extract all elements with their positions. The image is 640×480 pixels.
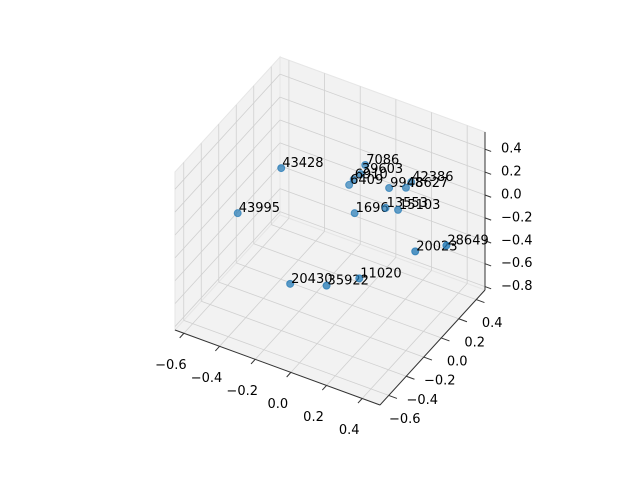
point-label: 6409 (350, 173, 383, 188)
point-label: 7086 (366, 153, 399, 168)
grid-line (201, 300, 407, 377)
grid-line (271, 224, 477, 300)
point (361, 160, 370, 169)
tick-mark (286, 372, 292, 378)
grid-line (254, 244, 361, 360)
grid-line (174, 96, 281, 213)
point-label: 48627 (407, 176, 448, 191)
grid-line (326, 270, 432, 386)
z-tick-label: −0.2 (501, 210, 533, 225)
grid-line (290, 257, 397, 373)
point (411, 247, 420, 256)
y-tick-label: 0.4 (482, 316, 503, 331)
y-tick-label: 0.0 (447, 354, 468, 369)
grid-line (279, 211, 486, 287)
grid-line (279, 188, 486, 265)
tick-mark (484, 217, 492, 221)
point-label: 42386 (412, 170, 453, 185)
tick-mark (423, 356, 433, 361)
y-tick-label: −0.4 (406, 393, 438, 408)
point (350, 209, 359, 218)
grid-line (279, 119, 486, 196)
point (355, 274, 364, 283)
x-tick-label: 0.2 (303, 410, 324, 425)
point (233, 209, 242, 218)
point (385, 184, 394, 193)
z-tick-label: 0.4 (501, 142, 522, 157)
y-tick-label: 0.2 (464, 335, 485, 350)
tick-mark (388, 394, 398, 399)
tick-mark (250, 359, 256, 365)
tick-mark (476, 299, 485, 304)
z-tick-label: 0.0 (501, 187, 522, 202)
z-tick-label: −0.4 (501, 233, 533, 248)
tick-mark (321, 385, 327, 391)
y-tick-label: −0.6 (389, 412, 421, 427)
point-label: 9948 (390, 176, 423, 191)
point (407, 178, 416, 187)
grid-line (219, 231, 325, 347)
point-label: 28649 (447, 233, 488, 248)
grid-line (183, 217, 290, 334)
point-label: 43995 (239, 201, 280, 216)
grid-line (361, 283, 468, 399)
tick-mark (484, 263, 492, 267)
grid-line (279, 165, 486, 242)
point-label: 6910 (355, 167, 388, 182)
grid-line (218, 281, 424, 358)
axis-line (174, 329, 381, 406)
grid-line (174, 73, 281, 190)
point (356, 170, 365, 179)
grid-line (279, 142, 486, 219)
z-tick-label: 0.2 (501, 165, 522, 180)
x-tick-label: −0.6 (155, 358, 187, 373)
grid-line (174, 119, 281, 236)
point (277, 164, 286, 173)
tick-mark (484, 171, 492, 175)
grid-line (236, 262, 442, 339)
tick-mark (179, 332, 185, 339)
grid-line (279, 96, 486, 173)
grid-line (279, 73, 486, 150)
grid-line (174, 165, 281, 282)
point-label: 1696 (356, 201, 389, 216)
grid-line (253, 243, 459, 320)
y-tick-label: −0.2 (424, 374, 456, 389)
tick-mark (406, 375, 415, 380)
z-tick-label: −0.8 (501, 279, 533, 294)
point (345, 180, 354, 189)
x-tick-label: 0.4 (339, 423, 360, 438)
z-tick-label: −0.6 (501, 256, 533, 271)
x-tick-label: 0.0 (268, 397, 289, 412)
point-label: 39603 (362, 162, 403, 177)
grid-line (183, 320, 389, 396)
point (381, 203, 390, 212)
point (401, 183, 410, 192)
point (394, 205, 403, 214)
x-tick-label: −0.4 (191, 371, 223, 386)
tick-mark (458, 318, 468, 323)
point (349, 175, 358, 184)
tick-mark (484, 148, 492, 152)
point-label: 15103 (399, 198, 440, 213)
point-label: 43428 (282, 156, 323, 171)
tick-mark (484, 240, 492, 244)
grid-line (174, 188, 281, 304)
point (322, 281, 331, 290)
x-tick-label: −0.2 (226, 384, 258, 399)
grid-line (174, 142, 281, 259)
tick-mark (214, 345, 220, 352)
point (442, 241, 451, 250)
grid-line (174, 211, 281, 327)
point-label: 20430 (291, 272, 332, 287)
tick-mark (484, 194, 492, 198)
tick-mark (484, 286, 492, 290)
tick-mark (357, 398, 363, 404)
point-label: 11020 (360, 266, 401, 281)
tick-mark (441, 337, 450, 342)
axis-line (379, 289, 486, 406)
point (286, 279, 295, 288)
